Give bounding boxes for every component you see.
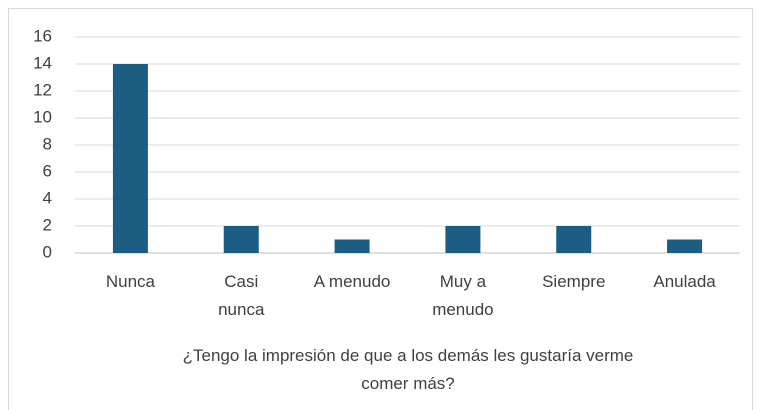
x-tick-label: Muy a menudo (432, 272, 493, 319)
bar (667, 239, 703, 253)
x-tick-label: Siempre (542, 272, 605, 291)
x-tick-label: Casi nunca (218, 272, 265, 319)
text-line: Muy a (440, 272, 487, 291)
text-line: menudo (432, 300, 493, 319)
chart-border (8, 8, 753, 410)
text-line: nunca (218, 300, 265, 319)
text-line: Siempre (542, 272, 605, 291)
y-tick-label: 0 (43, 242, 52, 261)
y-tick-label: 8 (43, 134, 52, 153)
text-line: Nunca (106, 272, 156, 291)
text-line: Anulada (653, 272, 716, 291)
bar (556, 226, 592, 253)
bar (445, 226, 481, 253)
x-tick-label: A menudo (314, 272, 391, 291)
y-tick-label: 10 (33, 107, 52, 126)
bar (112, 64, 148, 253)
bar (334, 239, 370, 253)
bar (223, 226, 259, 253)
text-line: Casi (224, 272, 258, 291)
y-tick-label: 12 (33, 80, 52, 99)
y-tick-label: 6 (43, 161, 52, 180)
y-tick-label: 4 (43, 188, 52, 207)
y-tick-label: 16 (33, 26, 52, 45)
y-tick-label: 2 (43, 215, 52, 234)
x-tick-label: Anulada (653, 272, 716, 291)
text-line: ¿Tengo la impresión de que a los demás l… (183, 346, 634, 365)
x-tick-label: Nunca (106, 272, 156, 291)
text-line: A menudo (314, 272, 391, 291)
axis-title: ¿Tengo la impresión de que a los demás l… (183, 346, 634, 393)
text-line: comer más? (361, 374, 455, 393)
y-tick-label: 14 (33, 53, 52, 72)
